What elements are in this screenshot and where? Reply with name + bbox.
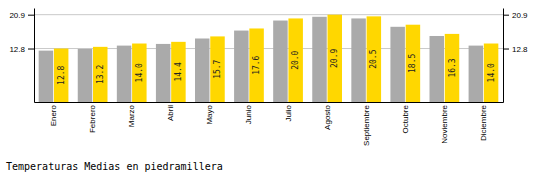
tick: 12.8	[9, 45, 34, 54]
bar	[430, 36, 444, 102]
axis-line	[503, 9, 504, 103]
data-label: 16.3	[448, 58, 457, 77]
bar	[171, 42, 185, 102]
tick: Febrero	[88, 104, 97, 133]
tick: 20.9	[503, 11, 528, 20]
tick-label: Noviembre	[440, 104, 449, 143]
tick: 20.9	[9, 11, 34, 20]
chart: 12.8 13.2 14.0 14.4 15.7 17.6 20.0 20.9 20.5 18.5…	[0, 0, 537, 174]
bar	[351, 18, 365, 102]
data-label: 14.0	[135, 63, 144, 82]
grid-line	[34, 14, 503, 15]
bar	[78, 49, 92, 102]
tick-mark	[503, 49, 509, 50]
data-label: 14.0	[487, 63, 496, 82]
tick-label: Febrero	[88, 104, 97, 133]
axis-line	[35, 102, 504, 103]
tick: Junio	[244, 104, 253, 124]
bar	[195, 38, 209, 102]
tick-label: Marzo	[127, 104, 136, 127]
bar	[132, 44, 146, 102]
bar	[93, 47, 107, 102]
bar	[210, 36, 224, 102]
bar	[367, 16, 381, 102]
bar	[484, 44, 498, 102]
bar	[156, 44, 170, 102]
tick-label: Diciembre	[479, 104, 488, 141]
bar	[390, 27, 404, 102]
tick-mark	[503, 15, 509, 16]
bar	[39, 51, 53, 102]
bar	[328, 15, 342, 102]
y2-axis: 12.8 20.9	[503, 9, 528, 103]
y-axis: 12.8 20.9	[9, 9, 34, 103]
tick-label: 12.8	[512, 45, 528, 54]
x-axis: Enero Febrero Marzo Abril Mayo Junio Julio Agos…	[35, 103, 504, 146]
axis-line	[34, 9, 35, 103]
data-label: 20.9	[330, 49, 339, 68]
tick-label: 12.8	[9, 45, 25, 54]
bar	[117, 46, 131, 102]
bar	[469, 46, 483, 102]
tick: Julio	[284, 104, 293, 121]
bar	[54, 49, 68, 102]
data-label: 20.0	[291, 50, 300, 69]
tick: Octubre	[401, 104, 410, 133]
tick: 12.8	[503, 45, 528, 54]
tick-mark	[28, 15, 34, 16]
tick: Diciembre	[479, 104, 488, 141]
data-label: 18.5	[408, 54, 417, 73]
tick: Noviembre	[440, 104, 449, 143]
tick-label: 20.9	[9, 11, 25, 20]
data-label: 17.6	[252, 55, 261, 74]
bar	[312, 17, 326, 102]
tick: Mayo	[205, 104, 214, 124]
bar	[234, 31, 248, 102]
plot: 12.8 13.2 14.0 14.4 15.7 17.6 20.0 20.9 20.5 18.5…	[9, 9, 528, 146]
tick-label: 20.9	[512, 11, 528, 20]
tick: Marzo	[127, 104, 136, 127]
tick-label: Mayo	[205, 104, 214, 124]
bars	[39, 15, 499, 102]
tick-label: Septiembre	[362, 104, 371, 145]
data-label: 13.2	[96, 65, 105, 84]
tick: Abril	[166, 105, 175, 121]
data-label: 20.5	[369, 49, 378, 68]
tick-mark	[28, 49, 34, 50]
tick-label: Junio	[244, 104, 253, 124]
tick: Agosto	[323, 104, 332, 129]
tick-label: Julio	[284, 104, 293, 121]
data-label: 12.8	[57, 65, 66, 84]
data-label: 14.4	[174, 62, 183, 81]
data-labels: 12.8 13.2 14.0 14.4 15.7 17.6 20.0 20.9 20.5 18.5…	[57, 49, 496, 85]
tick-label: Abril	[166, 105, 175, 121]
bar	[445, 34, 459, 102]
title: Temperaturas Medias en piedramillera	[6, 161, 223, 172]
bar	[273, 21, 287, 102]
bar	[406, 25, 420, 102]
bar	[288, 18, 302, 102]
tick-label: Octubre	[401, 104, 410, 133]
tick: Enero	[49, 104, 58, 126]
tick: Septiembre	[362, 104, 371, 145]
tick-label: Enero	[49, 104, 58, 126]
bar	[249, 28, 263, 102]
tick-label: Agosto	[323, 104, 332, 129]
data-label: 15.7	[213, 59, 222, 78]
